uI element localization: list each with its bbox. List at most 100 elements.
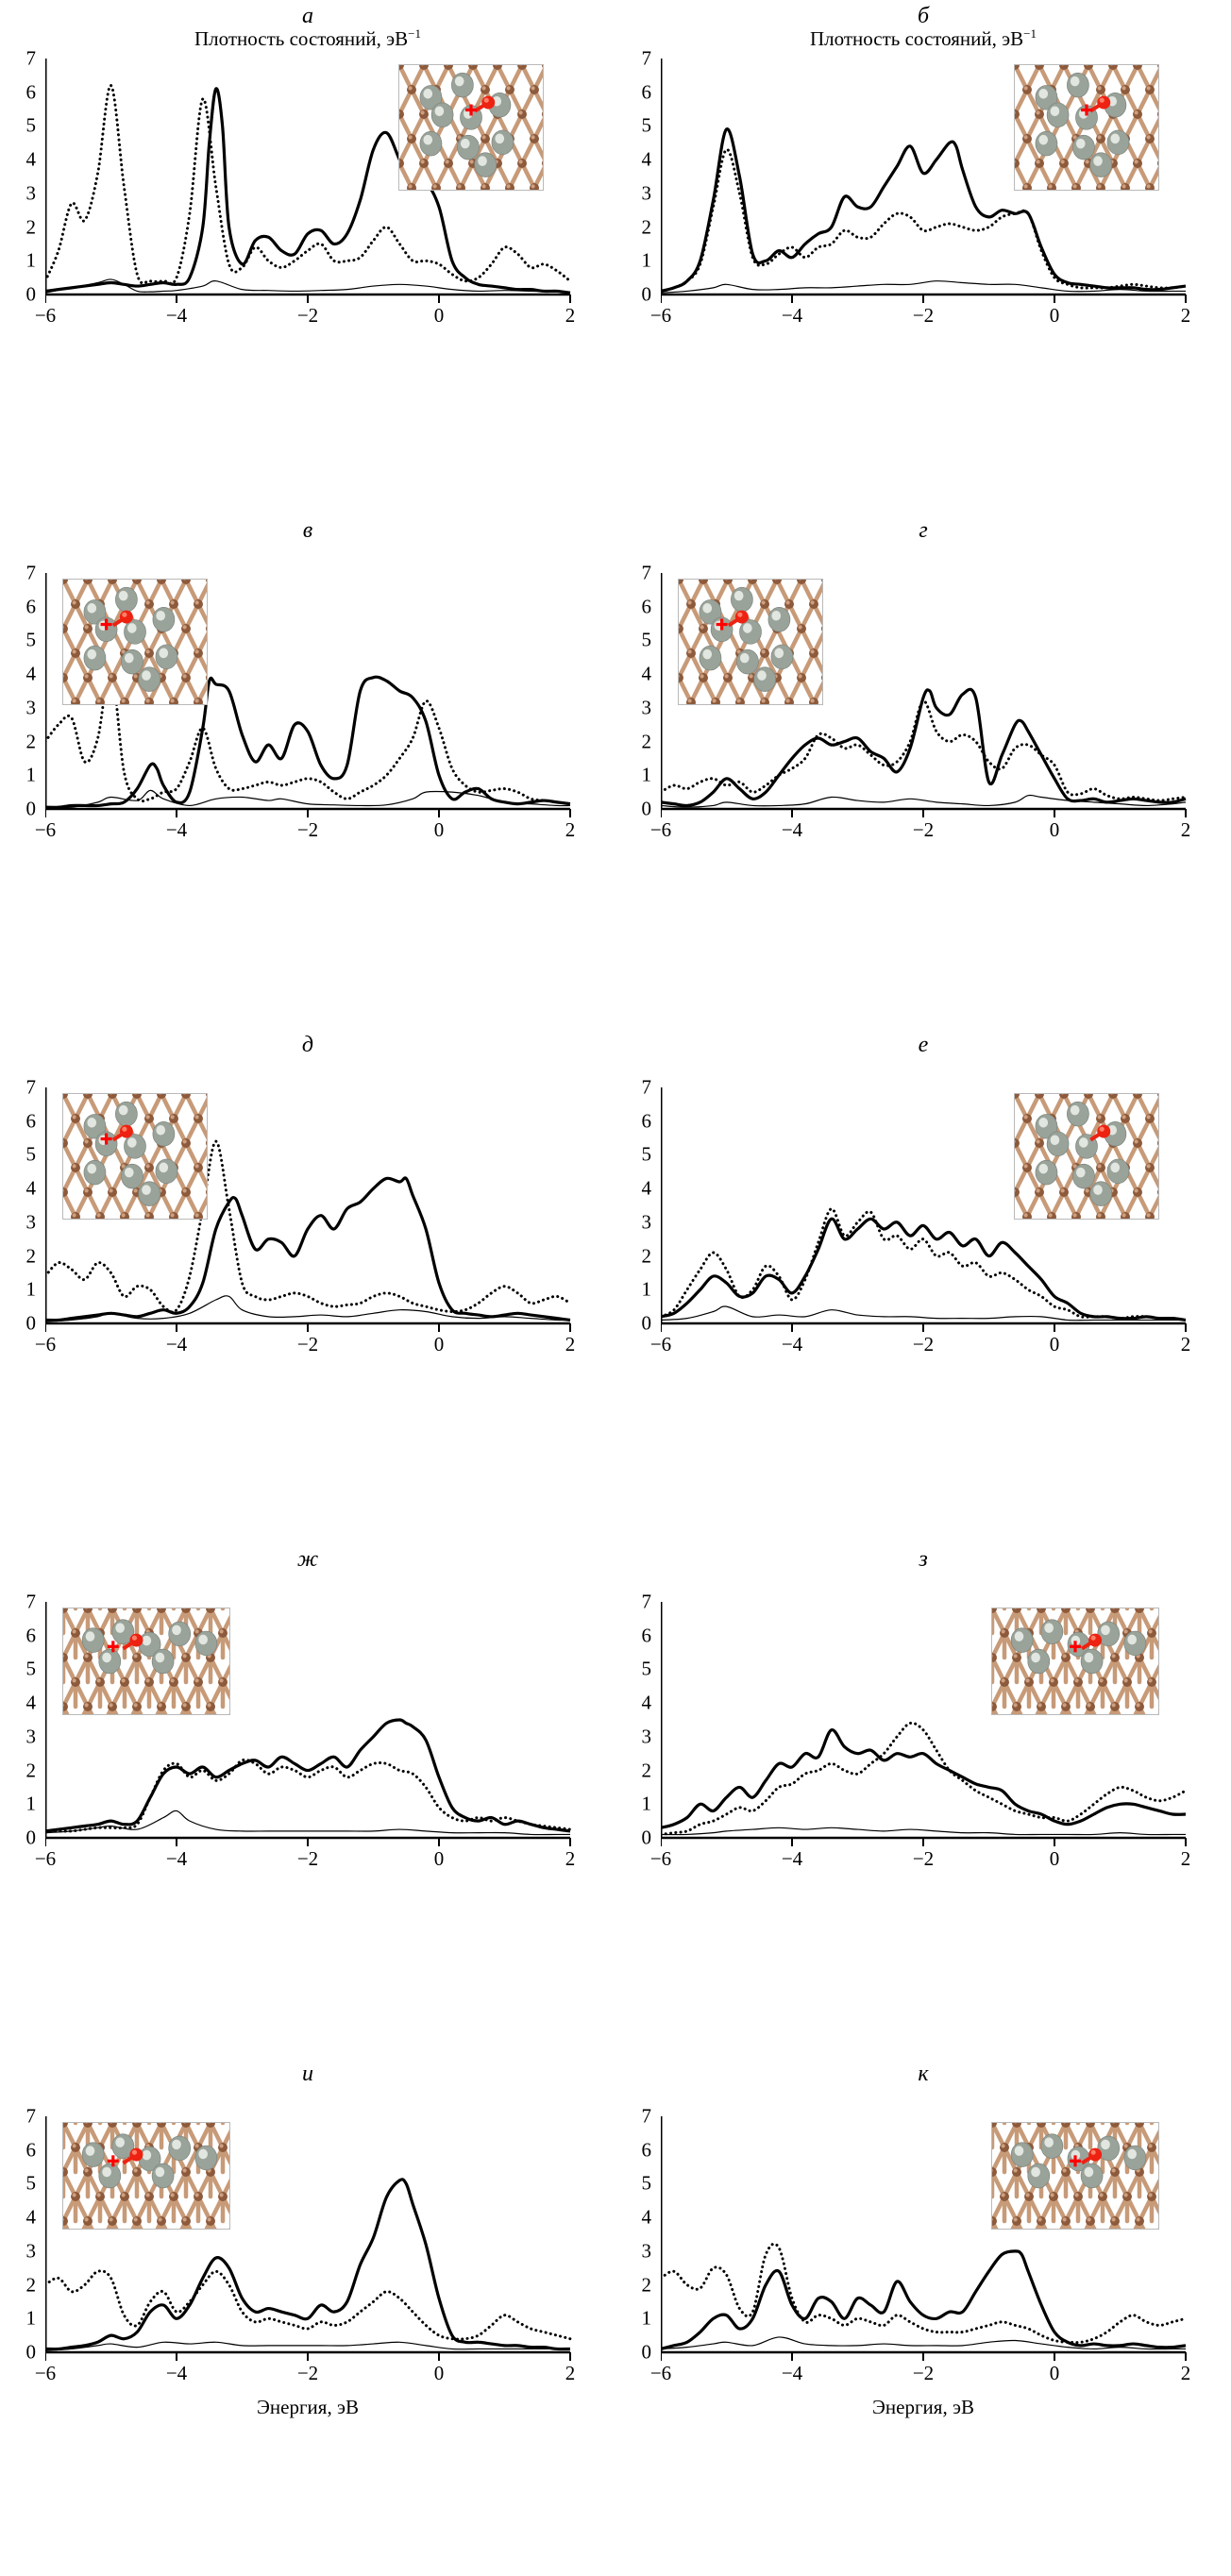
curve-total-dos-solid	[661, 2249, 1187, 2350]
y-tick-label-5: 5	[641, 2171, 652, 2195]
x-tick-label-0: −6	[34, 1847, 57, 1870]
plot-svg-в	[45, 573, 572, 817]
x-axis-б	[661, 293, 1187, 303]
y-tick-label-0: 0	[641, 282, 652, 306]
y-axis-в	[45, 573, 47, 810]
y-axis-к	[661, 2116, 663, 2353]
y-axis-б	[661, 59, 663, 295]
x-axis-caption: Энергия, эВ	[872, 2396, 974, 2418]
x-tick-label-3: 0	[433, 1333, 445, 1355]
structure-inset-д	[62, 1093, 208, 1220]
x-tick-label-4: 2	[565, 304, 576, 327]
curve-partial-dos-thin	[661, 794, 1187, 808]
x-tick-label-4: 2	[1180, 2362, 1191, 2384]
x-axis-и	[45, 2350, 571, 2361]
x-tick-label-2: −2	[912, 2362, 935, 2384]
y-tick-label-1: 1	[641, 2306, 652, 2330]
y-axis-title-exponent: −1	[408, 26, 422, 41]
y-tick-label-3: 3	[25, 2239, 37, 2263]
curve-total-dos-solid	[661, 1217, 1187, 1322]
y-tick-label-6: 6	[641, 80, 652, 104]
plot-svg-е	[661, 1087, 1188, 1332]
x-tick-label-0: −6	[649, 1847, 672, 1870]
x-tick-label-3: 0	[1049, 1847, 1060, 1870]
x-tick-label-2: −2	[296, 2362, 319, 2384]
plot-svg-б	[661, 59, 1188, 303]
curve-partial-dos-thin	[45, 278, 571, 294]
curve-partial-dos-thin	[45, 2341, 570, 2351]
dos-panel-в: в 0 1 2 3 4 5 6 7 −6 −4 −2 0 2	[0, 518, 616, 1033]
curve-partial-dos-thin	[661, 1305, 1186, 1322]
y-tick-label-6: 6	[641, 595, 652, 618]
plot-area-а: 0 1 2 3 4 5 6 7 −6 −4 −2 0 2	[26, 48, 576, 326]
y-tick-label-2: 2	[641, 215, 652, 239]
y-tick-label-4: 4	[641, 1176, 652, 1200]
x-tick-label-1: −4	[781, 1333, 803, 1355]
y-tick-label-7: 7	[641, 561, 652, 584]
plot-area-и: 0 1 2 3 4 5 6 7 −6 −4 −2 0 2	[26, 2106, 576, 2383]
y-tick-label-6: 6	[25, 1624, 37, 1647]
x-tick-label-3: 0	[1049, 2362, 1060, 2384]
curve-total-dos-solid	[661, 687, 1187, 808]
dos-panel-к: к 0 1 2 3 4 5 6 7 −6 −4 −2 0 2 Энергия, эВ	[616, 2062, 1231, 2576]
x-tick-label-0: −6	[34, 1333, 57, 1355]
y-tick-label-3: 3	[25, 1725, 37, 1748]
y-tick-label-4: 4	[25, 1691, 37, 1714]
x-tick-label-2: −2	[296, 818, 319, 841]
y-tick-label-1: 1	[641, 1792, 652, 1815]
x-tick-label-4: 2	[565, 1333, 576, 1355]
x-tick-label-4: 2	[1180, 304, 1191, 327]
y-tick-label-1: 1	[641, 1277, 652, 1301]
plot-area-ж: 0 1 2 3 4 5 6 7 −6 −4 −2 0 2	[26, 1591, 576, 1869]
y-tick-label-2: 2	[25, 2273, 37, 2297]
x-tick-label-3: 0	[433, 1847, 445, 1870]
panel-letter-г: г	[919, 518, 928, 543]
panel-letter-ж: ж	[296, 1547, 319, 1572]
y-tick-label-0: 0	[25, 1826, 37, 1849]
y-tick-label-1: 1	[25, 2306, 37, 2330]
y-tick-label-3: 3	[641, 696, 652, 719]
curve-partial-dos-thin	[661, 2336, 1186, 2350]
y-tick-label-4: 4	[25, 2205, 37, 2229]
x-axis-з	[661, 1836, 1187, 1846]
structure-inset-и	[62, 2122, 230, 2230]
plot-area-з: 0 1 2 3 4 5 6 7 −6 −4 −2 0 2	[642, 1591, 1191, 1869]
dos-panel-г: г 0 1 2 3 4 5 6 7 −6 −4 −2 0 2	[616, 518, 1231, 1033]
y-axis-title-text: Плотность состояний, эВ	[194, 27, 409, 50]
dos-panel-б: б Плотность состояний, эВ−1 0 1 2 3 4 5 6 7 −6 −4 −2…	[616, 4, 1231, 518]
y-tick-label-3: 3	[25, 181, 37, 205]
x-tick-label-1: −4	[165, 1847, 188, 1870]
structure-inset-в	[62, 579, 208, 705]
y-tick-label-5: 5	[25, 113, 37, 137]
structure-inset-з	[991, 1608, 1159, 1715]
x-tick-label-1: −4	[165, 818, 188, 841]
curve-projected-dos-dotted	[661, 2242, 1188, 2345]
x-tick-label-1: −4	[165, 2362, 188, 2384]
x-tick-label-1: −4	[165, 304, 188, 327]
curve-projected-dos-dotted	[661, 1207, 1188, 1322]
y-tick-label-4: 4	[25, 662, 37, 685]
y-tick-label-5: 5	[25, 1142, 37, 1166]
structure-inset-а	[398, 64, 544, 191]
curve-partial-dos-thin	[45, 789, 571, 809]
y-tick-label-7: 7	[641, 1590, 652, 1613]
x-axis-д	[45, 1322, 571, 1332]
x-tick-label-2: −2	[912, 1847, 935, 1870]
y-tick-label-1: 1	[25, 248, 37, 272]
y-tick-label-4: 4	[25, 147, 37, 171]
curve-total-dos-solid	[45, 1176, 571, 1322]
x-tick-label-1: −4	[781, 818, 803, 841]
y-tick-label-5: 5	[641, 1142, 652, 1166]
y-tick-label-7: 7	[25, 1075, 37, 1099]
x-tick-label-3: 0	[1049, 818, 1060, 841]
structure-inset-е	[1014, 1093, 1159, 1220]
panel-letter-е: е	[918, 1033, 929, 1057]
panel-letter-в: в	[302, 518, 313, 543]
x-tick-label-0: −6	[649, 1333, 672, 1355]
structure-inset-г	[678, 579, 823, 705]
y-tick-label-1: 1	[25, 1792, 37, 1815]
x-tick-label-1: −4	[781, 304, 803, 327]
x-axis-к	[661, 2350, 1187, 2361]
curve-projected-dos-dotted	[661, 699, 1188, 802]
y-tick-label-1: 1	[641, 763, 652, 786]
